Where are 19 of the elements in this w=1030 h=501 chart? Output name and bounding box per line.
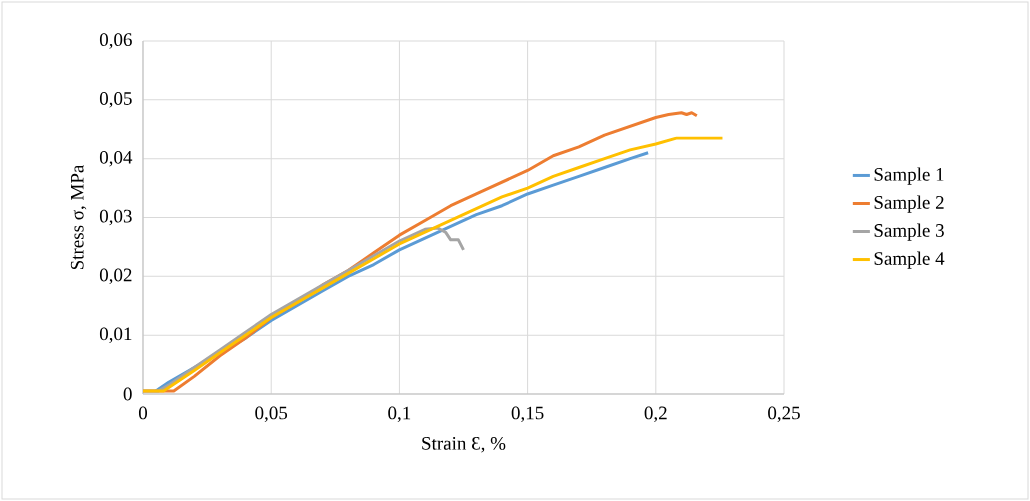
x-tick-label: 0 [138, 406, 148, 420]
legend-label: Sample 3 [874, 223, 944, 241]
y-tick-label: 0,01 [99, 327, 132, 343]
legend-label: Sample 4 [874, 251, 945, 269]
y-tick-label: 0 [123, 387, 132, 401]
legend-label: Sample 2 [874, 195, 944, 213]
y-axis-title: Stress σ, MPa [70, 164, 87, 270]
y-tick-label: 0,02 [99, 268, 132, 285]
x-tick-label: 0,1 [388, 406, 411, 423]
x-tick-label: 0,2 [644, 406, 667, 423]
y-tick-label: 0,06 [99, 33, 132, 49]
x-tick-label: 0,15 [511, 406, 544, 423]
y-tick-label: 0,05 [99, 92, 132, 108]
x-tick-label: 0,05 [255, 406, 288, 423]
legend-label: Sample 1 [874, 167, 944, 185]
x-tick-label: 0,25 [768, 406, 800, 423]
y-tick-label: 0,04 [99, 150, 133, 167]
x-axis-title: Strain Ɛ, % [422, 436, 506, 453]
y-tick-label: 0,03 [99, 209, 132, 226]
